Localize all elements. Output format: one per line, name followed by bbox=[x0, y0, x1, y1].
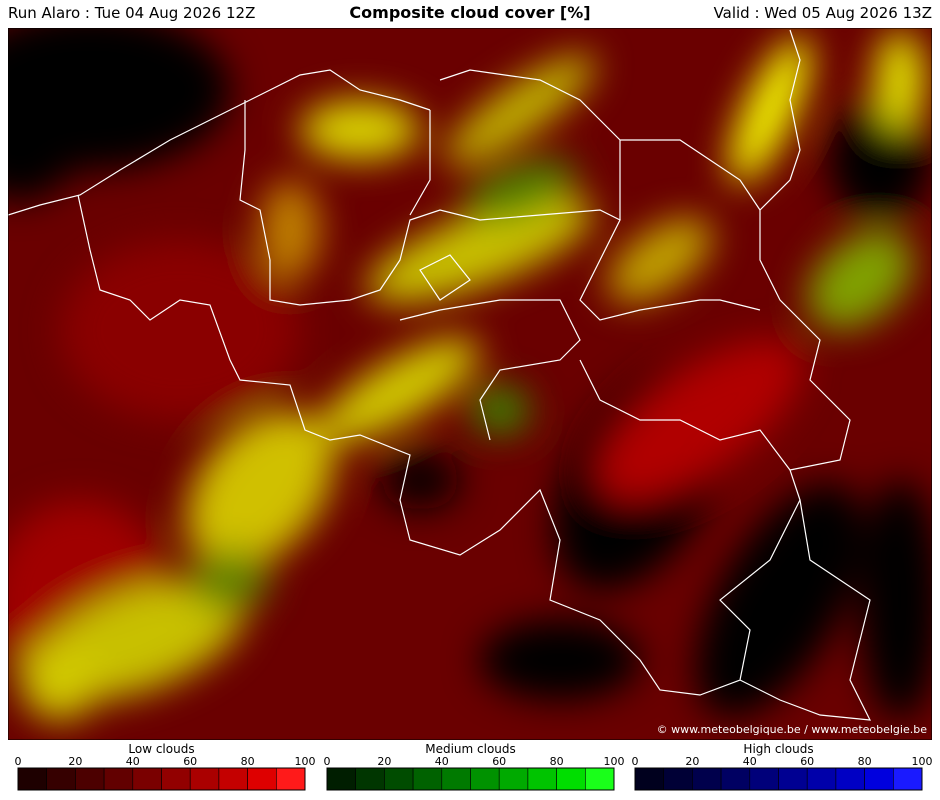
legend-swatch bbox=[778, 767, 808, 791]
legend-tick-label: 0 bbox=[15, 755, 22, 768]
legend-frame bbox=[634, 767, 923, 791]
legend-frame bbox=[17, 767, 306, 791]
legend-swatch bbox=[103, 767, 134, 791]
legend-tick-label: 100 bbox=[604, 755, 625, 768]
legend-swatch bbox=[806, 767, 837, 791]
legend-swatch bbox=[527, 767, 557, 791]
legend-swatch bbox=[247, 767, 277, 791]
legend-tick-label: 40 bbox=[743, 755, 757, 768]
legend-swatch bbox=[749, 767, 779, 791]
legend-tick-label: 0 bbox=[324, 755, 331, 768]
legend-swatch bbox=[692, 767, 722, 791]
legend-frame bbox=[326, 767, 615, 791]
legend-swatch bbox=[132, 767, 162, 791]
legend-swatch bbox=[326, 767, 357, 791]
legend-swatch bbox=[355, 767, 385, 791]
legend-tick-label: 40 bbox=[126, 755, 140, 768]
legend-swatch bbox=[892, 767, 923, 791]
legend-swatch bbox=[384, 767, 414, 791]
borders bbox=[8, 29, 872, 721]
credit: © www.meteobelgique.be / www.meteobelgie… bbox=[657, 723, 928, 736]
legend-swatch bbox=[663, 767, 693, 791]
legend-tick-label: 60 bbox=[800, 755, 814, 768]
cloud-field bbox=[8, 28, 932, 740]
legend-swatch bbox=[46, 767, 76, 791]
legend-tick-label: 100 bbox=[912, 755, 933, 768]
valid-label: Valid : Wed 05 Aug 2026 13Z bbox=[714, 4, 932, 22]
legend-swatch bbox=[720, 767, 751, 791]
legend-swatch bbox=[275, 767, 306, 791]
legend-swatch bbox=[835, 767, 865, 791]
legend-swatch bbox=[412, 767, 443, 791]
legend-label: Low clouds bbox=[128, 742, 194, 756]
legend-tick-label: 40 bbox=[435, 755, 449, 768]
legend-tick-label: 80 bbox=[550, 755, 564, 768]
run-label: Run Alaro : Tue 04 Aug 2026 12Z bbox=[8, 4, 255, 22]
legend-swatch bbox=[498, 767, 529, 791]
legend-swatch bbox=[556, 767, 586, 791]
legend-tick-label: 20 bbox=[685, 755, 699, 768]
legend-tick-label: 20 bbox=[68, 755, 82, 768]
legend-swatch bbox=[441, 767, 471, 791]
legend-swatch bbox=[189, 767, 220, 791]
legend-swatch bbox=[75, 767, 105, 791]
legend-label: High clouds bbox=[743, 742, 813, 756]
legend-swatch bbox=[584, 767, 615, 791]
legend-swatch bbox=[634, 767, 665, 791]
legend-swatch bbox=[161, 767, 191, 791]
legend-swatch bbox=[17, 767, 48, 791]
legend-swatch bbox=[470, 767, 500, 791]
legend-tick-label: 60 bbox=[492, 755, 506, 768]
legend-tick-label: 100 bbox=[295, 755, 316, 768]
legend-tick-label: 80 bbox=[858, 755, 872, 768]
title: Composite cloud cover [%] bbox=[349, 3, 590, 22]
legend-tick-label: 0 bbox=[632, 755, 639, 768]
legend-tick-label: 20 bbox=[377, 755, 391, 768]
legend-swatch bbox=[218, 767, 248, 791]
legend-tick-label: 80 bbox=[241, 755, 255, 768]
legend-tick-label: 60 bbox=[183, 755, 197, 768]
legend-swatch bbox=[864, 767, 894, 791]
legend-label: Medium clouds bbox=[425, 742, 516, 756]
